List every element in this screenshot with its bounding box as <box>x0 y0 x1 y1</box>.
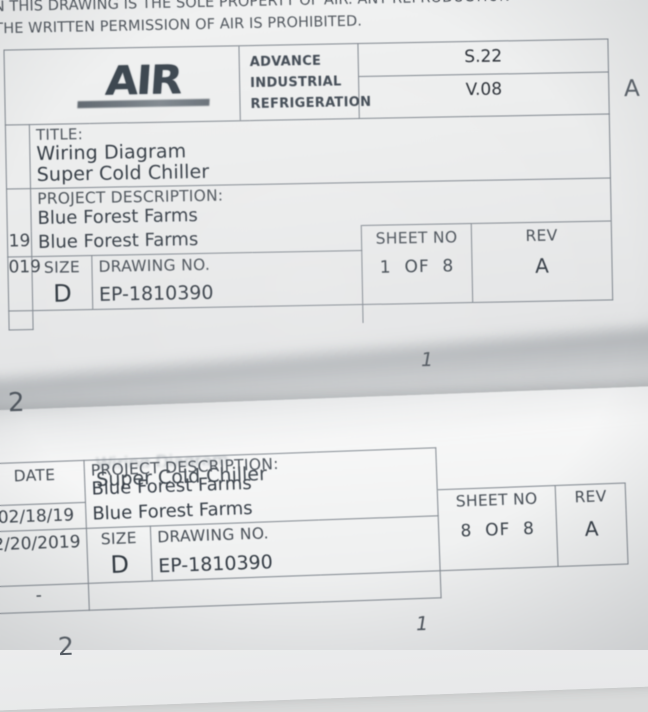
company-name-lines: ADVANCE INDUSTRIAL REFRIGERATION <box>238 43 372 121</box>
bottom-date-label-cell: DATE <box>0 460 86 506</box>
bottom-drawing-no-label: DRAWING NO. <box>156 524 270 547</box>
logo-row: AIR ADVANCE INDUSTRIAL REFRIGERATION S.2… <box>3 38 610 126</box>
bottom-sheet-no-label: SHEET NO <box>455 489 538 511</box>
drawing-no-value: EP-1810390 <box>98 281 214 306</box>
spec-code-stack: S.22 V.08 <box>357 38 610 119</box>
bottom-size-value: D <box>109 550 130 580</box>
project-line-2: Blue Forest Farms <box>37 229 199 254</box>
bottom-spacer-cell-2 <box>554 441 625 485</box>
drawing-no-label: DRAWING NO. <box>98 255 211 276</box>
bottom-zone-mark-below-sheet: 1 <box>415 612 429 636</box>
bottom-drawing-no-value: EP-1810390 <box>157 551 274 578</box>
sheet-no-label: SHEET NO <box>375 228 458 248</box>
left-margin-cell-1 <box>5 124 31 190</box>
bottom-sheet-no-cell: SHEET NO 8 OF 8 <box>437 485 559 571</box>
bottom-date-value-2: 2/20/2019 <box>0 528 89 587</box>
air-wordmark: AIR <box>104 56 183 105</box>
logo-cell: AIR ADVANCE INDUSTRIAL REFRIGERATION <box>3 43 372 126</box>
rev-value: A <box>534 253 550 279</box>
bottom-zone-mark-below-left: 2 <box>57 631 75 662</box>
bottom-size-label: SIZE <box>100 529 138 549</box>
air-logo-tagline <box>77 99 210 109</box>
size-label: SIZE <box>43 257 81 277</box>
bottom-date-value-3: - <box>0 582 90 614</box>
top-zone-mark-below-sheet: 1 <box>420 348 434 372</box>
bottom-title-block: DATE PROJECT DESCRIPTION: Blue Forest Fa… <box>0 441 629 614</box>
sheet-of-word: OF <box>404 256 430 278</box>
stub-cell-left <box>8 310 34 330</box>
bottom-rev-value: A <box>584 516 600 542</box>
stub-cell-rev <box>472 299 614 322</box>
top-outside-revision-letter: A <box>624 75 641 103</box>
sheet-code-cell: S.22 <box>358 39 609 78</box>
left-date-cell-1: 19 <box>7 231 32 257</box>
version-code-cell: V.08 <box>465 79 503 101</box>
bottom-sheet-number: 8 <box>460 521 473 542</box>
title-cell: TITLE: Wiring Diagram Super Cold Chiller <box>29 113 611 189</box>
bottom-spacer-cell-1 <box>436 444 555 490</box>
bottom-size-cell: SIZE D <box>86 526 153 583</box>
left-date-cell-2: 019 <box>7 256 41 311</box>
title-row: TITLE: Wiring Diagram Super Cold Chiller <box>5 113 611 190</box>
bottom-rev-cell: REV A <box>555 483 629 567</box>
company-line-1: ADVANCE <box>249 53 322 71</box>
bottom-rev-label: REV <box>574 487 607 507</box>
sheet-total: 8 <box>442 256 455 277</box>
rev-label: REV <box>525 226 558 245</box>
size-cell: SIZE D <box>31 254 93 311</box>
bottom-sheet-total: 8 <box>522 519 536 540</box>
bottom-project-line-2: Blue Forest Farms <box>91 497 253 525</box>
drawing-no-cell: DRAWING NO. EP-1810390 <box>91 250 363 310</box>
top-title-block: AIR ADVANCE INDUSTRIAL REFRIGERATION S.2… <box>3 38 614 330</box>
bottom-stub-cell-rev <box>558 564 629 593</box>
size-value: D <box>52 279 72 308</box>
company-line-3: REFRIGERATION <box>250 94 372 113</box>
stub-cell-sheet <box>362 302 474 324</box>
bottom-stub-cell-sheet <box>440 566 559 597</box>
top-zone-mark-below-left: 2 <box>7 387 25 419</box>
left-margin-cell-2 <box>6 188 32 232</box>
bottom-date-value-1: 02/18/19 <box>0 502 87 532</box>
air-logo: AIR <box>77 57 210 109</box>
company-line-2: INDUSTRIAL <box>250 74 342 92</box>
sheet-number: 1 <box>379 257 392 278</box>
rev-cell: REV A <box>471 220 613 303</box>
bottom-sheet-of-word: OF <box>484 520 511 541</box>
sheet-no-cell: SHEET NO 1 OF 8 <box>361 223 473 305</box>
